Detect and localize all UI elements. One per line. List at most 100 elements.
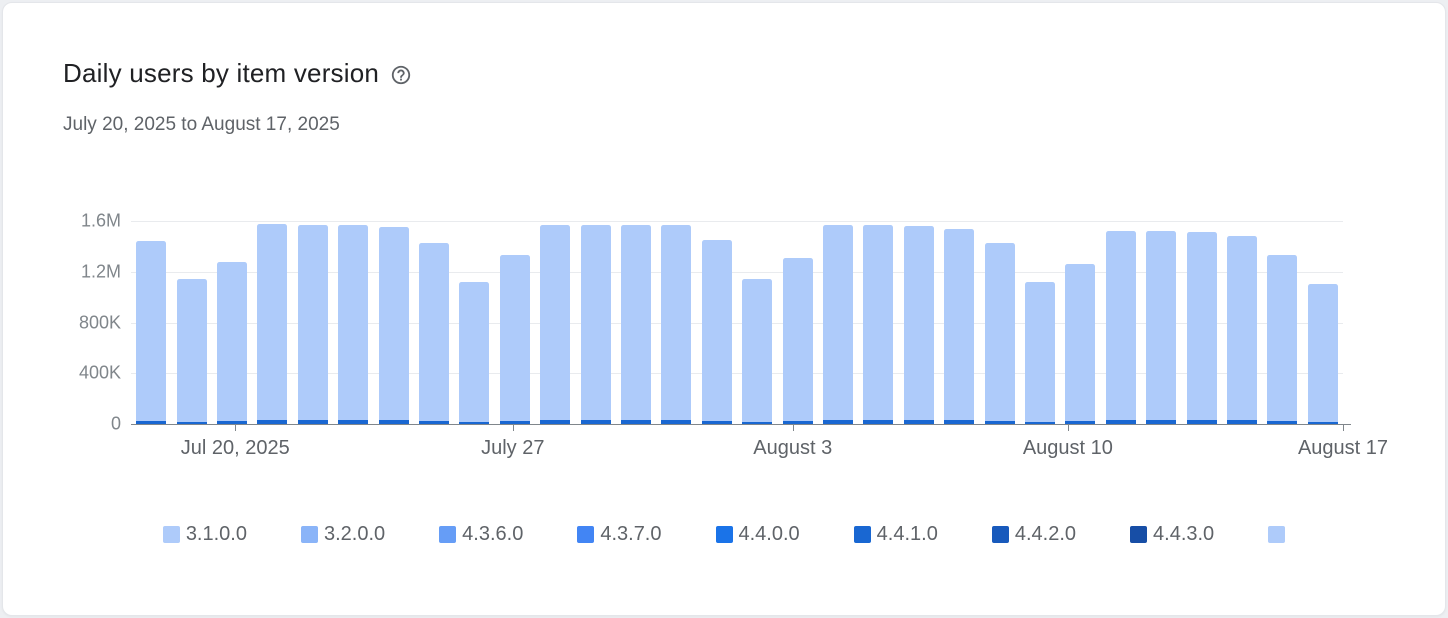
- x-axis-label: Jul 20, 2025: [180, 437, 290, 459]
- bar[interactable]: [297, 224, 328, 424]
- bar[interactable]: [136, 241, 167, 424]
- legend-swatch: [853, 525, 871, 543]
- legend-swatch: [577, 525, 595, 543]
- x-axis-tick: [235, 425, 237, 431]
- date-range-subtitle: July 20, 2025 to August 17, 2025: [63, 114, 340, 135]
- bar[interactable]: [1267, 255, 1298, 424]
- bar-segment-dark: [863, 420, 894, 424]
- gridline: [131, 271, 1343, 273]
- y-axis-label: 1.6M: [80, 210, 121, 231]
- bar[interactable]: [823, 224, 853, 424]
- bar-segment-dark: [621, 420, 651, 424]
- legend-item: 4.4.1.0: [853, 522, 938, 546]
- bar[interactable]: [661, 224, 692, 424]
- bar-segment-dark: [984, 420, 1015, 424]
- legend-swatch: [162, 525, 180, 543]
- bar-segment-dark: [257, 420, 288, 424]
- card-header: Daily users by item version: [63, 58, 412, 89]
- x-axis-tick: [1343, 425, 1344, 431]
- bar-segment-dark: [1146, 420, 1177, 424]
- bar-segment-dark: [540, 420, 571, 424]
- bar[interactable]: [782, 257, 813, 424]
- y-axis-label: 0: [110, 413, 121, 434]
- bar[interactable]: [580, 224, 611, 424]
- bar[interactable]: [742, 279, 773, 424]
- bar-segment-dark: [176, 422, 207, 424]
- bar-segment-dark: [1105, 420, 1136, 424]
- bar-segment-dark: [823, 420, 853, 424]
- bar-segment-dark: [378, 420, 409, 424]
- bar-segment-dark: [338, 420, 369, 424]
- bar[interactable]: [984, 242, 1015, 424]
- legend-item: 4.3.7.0: [577, 522, 662, 546]
- gridline: [131, 322, 1343, 324]
- bar[interactable]: [944, 228, 975, 424]
- bar-segment-dark: [782, 421, 813, 424]
- bar[interactable]: [701, 240, 732, 424]
- bar[interactable]: [1186, 232, 1217, 424]
- legend-label: 4.4.0.0: [738, 522, 800, 545]
- bar-segment-dark: [580, 420, 611, 424]
- gridline: [131, 373, 1343, 375]
- legend-swatch: [439, 525, 457, 543]
- legend-item: 4.4.3.0: [1130, 523, 1214, 546]
- y-axis-labels: 0 400K 800K 1.2M 1.6M: [33, 211, 121, 434]
- bar-segment-dark: [499, 421, 530, 424]
- legend-label: 3.1.0.0: [185, 522, 247, 545]
- bar[interactable]: [1065, 264, 1096, 424]
- bar[interactable]: [459, 281, 490, 424]
- bar[interactable]: [257, 223, 288, 424]
- bar-segment-dark: [1025, 422, 1055, 424]
- bar-segment-dark: [903, 420, 934, 424]
- bar-segment-dark: [419, 420, 449, 424]
- bar[interactable]: [217, 261, 247, 424]
- bar-segment-dark: [217, 421, 247, 424]
- bar-segment-dark: [1307, 422, 1338, 424]
- bar[interactable]: [338, 224, 369, 424]
- legend-item: 3.1.0.0: [162, 522, 247, 546]
- bar-segment-dark: [1267, 421, 1298, 424]
- y-axis-label: 800K: [78, 312, 121, 332]
- legend-item: 3.2.0.0: [300, 522, 386, 546]
- legend-item: 4.4.0.0: [715, 522, 800, 546]
- help-outline-icon[interactable]: [390, 64, 412, 86]
- bar[interactable]: [621, 224, 651, 424]
- bar[interactable]: [1025, 281, 1055, 424]
- x-axis-labels: Jul 20, 2025 July 27 August 3 August 10 Augu…: [131, 437, 1388, 463]
- y-axis-label: 1.2M: [80, 261, 121, 282]
- legend-item: 4.3.6.0: [439, 523, 523, 546]
- bar[interactable]: [499, 255, 530, 424]
- gridline: [131, 221, 1343, 222]
- x-axis-label: August 10: [1022, 437, 1113, 459]
- bar[interactable]: [1307, 284, 1338, 424]
- bar[interactable]: [540, 224, 571, 424]
- bar-segment-dark: [1186, 420, 1217, 424]
- bar[interactable]: [903, 226, 934, 424]
- bar[interactable]: [863, 224, 894, 424]
- bar[interactable]: [176, 279, 207, 424]
- legend-label: 3.2.0.0: [323, 522, 386, 545]
- legend-swatch: [991, 525, 1009, 543]
- legend-swatch: [715, 525, 733, 543]
- x-axis-label: July 27: [481, 437, 545, 459]
- legend-swatch: [1268, 525, 1286, 543]
- legend-label: 4.4.3.0: [1153, 522, 1215, 545]
- bar-segment-dark: [459, 422, 490, 424]
- legend-label: 4.4.1.0: [876, 522, 938, 545]
- x-axis-label: August 3: [753, 437, 833, 459]
- bar-segment-dark: [297, 420, 328, 424]
- legend-swatch: [1130, 525, 1148, 543]
- bar-segment-dark: [136, 420, 167, 424]
- bar[interactable]: [1146, 231, 1177, 424]
- bar[interactable]: [378, 227, 409, 424]
- bar-segment-dark: [661, 420, 692, 424]
- page-title: Daily users by item version: [63, 58, 380, 88]
- bar-segment-dark: [701, 420, 732, 424]
- bar[interactable]: [419, 242, 449, 424]
- bar-segment-dark: [742, 422, 773, 424]
- bar[interactable]: [1227, 236, 1257, 424]
- bar[interactable]: [1105, 231, 1136, 424]
- x-axis-line: [131, 424, 1351, 431]
- legend-label: 4.3.7.0: [600, 522, 662, 545]
